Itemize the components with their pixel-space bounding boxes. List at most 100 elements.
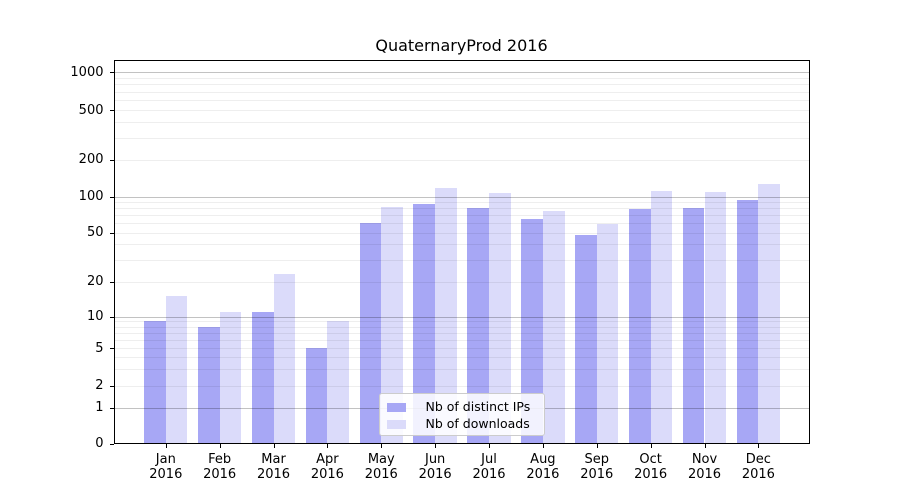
gridline: [113, 244, 810, 246]
bar-distinct-ips: [359, 223, 382, 444]
gridline: [113, 326, 810, 328]
y-tick-mark: [109, 407, 114, 409]
gridline: [113, 91, 810, 93]
gridline: [113, 201, 810, 203]
bar-distinct-ips: [575, 234, 597, 444]
y-tick-label: 5: [95, 340, 104, 356]
y-tick-mark: [109, 72, 114, 73]
gridline: [113, 259, 810, 261]
x-tick-label: Dec 2016: [741, 451, 775, 482]
bar-downloads: [596, 223, 619, 444]
x-tick-label: Jan 2016: [149, 451, 183, 482]
gridline: [113, 137, 810, 139]
gridline: [113, 281, 810, 283]
gridline: [113, 348, 810, 350]
bar-downloads: [542, 211, 565, 444]
y-tick-label: 500: [78, 102, 104, 118]
x-tick-mark: [704, 443, 706, 448]
bar-distinct-ips: [144, 321, 166, 444]
gridline: [113, 321, 810, 323]
bar-downloads: [219, 311, 242, 444]
bar-downloads: [327, 321, 350, 444]
y-tick-label: 10: [86, 309, 104, 324]
x-tick-mark: [219, 443, 221, 448]
bar-distinct-ips: [682, 208, 705, 444]
gridline: [113, 159, 810, 161]
bar-distinct-ips: [251, 311, 274, 444]
gridline: [113, 84, 810, 86]
y-tick-mark: [109, 110, 114, 111]
bar-distinct-ips: [628, 208, 651, 444]
gridline: [113, 385, 810, 387]
y-tick-mark: [109, 385, 114, 387]
bar-distinct-ips: [197, 326, 220, 444]
x-tick-label: Oct 2016: [634, 451, 668, 482]
x-tick-label: Feb 2016: [203, 451, 237, 482]
bar-distinct-ips: [413, 204, 436, 444]
y-tick-label: 1: [95, 400, 104, 415]
gridline: [113, 77, 810, 79]
gridline: [113, 196, 810, 198]
gridline: [113, 316, 810, 318]
bar-downloads: [273, 274, 296, 444]
plot-area: [113, 60, 810, 444]
gridline: [113, 215, 810, 217]
y-tick-label: 100: [78, 189, 104, 204]
bar-downloads: [381, 207, 403, 444]
legend-entry: Nb of distinct IPs: [386, 399, 537, 416]
gridline: [113, 72, 810, 73]
y-tick-label: 2: [95, 378, 104, 393]
gridline: [113, 208, 810, 210]
x-tick-label: Aug 2016: [526, 451, 560, 482]
legend-swatch-distinct-ips: [386, 402, 406, 412]
x-tick-mark: [650, 443, 652, 448]
legend-entry: Nb of downloads: [386, 416, 537, 433]
bar-downloads: [435, 187, 457, 444]
gridline: [113, 332, 810, 334]
x-tick-mark: [381, 443, 383, 448]
x-tick-label: Mar 2016: [256, 451, 291, 482]
bar-distinct-ips: [521, 218, 543, 444]
legend-label: Nb of downloads: [425, 416, 530, 431]
x-tick-label: Jun 2016: [418, 451, 452, 482]
x-tick-mark: [435, 443, 437, 448]
gridline: [113, 369, 810, 371]
x-tick-label: Jul 2016: [472, 451, 506, 482]
x-tick-label: Sep 2016: [580, 451, 614, 482]
y-tick-label: 1000: [70, 64, 104, 80]
legend: Nb of distinct IPs Nb of downloads: [378, 392, 545, 436]
x-tick-mark: [758, 443, 760, 448]
y-tick-label: 200: [78, 152, 104, 168]
y-tick-label: 20: [86, 274, 104, 289]
gridline: [113, 357, 810, 359]
bar-distinct-ips: [467, 208, 489, 444]
y-tick-mark: [109, 232, 114, 234]
y-tick-mark: [109, 159, 114, 161]
bar-distinct-ips: [305, 348, 328, 444]
x-tick-mark: [542, 443, 544, 448]
x-tick-label: Apr 2016: [310, 451, 344, 482]
x-tick-mark: [327, 443, 329, 448]
bar-downloads: [758, 184, 781, 444]
y-tick-mark: [109, 348, 114, 350]
x-tick-label: Nov 2016: [687, 451, 722, 482]
x-tick-mark: [165, 443, 167, 448]
bar-distinct-ips: [736, 199, 759, 444]
bar-downloads: [489, 193, 511, 444]
bar-downloads: [650, 191, 673, 444]
x-tick-mark: [489, 443, 491, 448]
gridline: [113, 223, 810, 225]
y-tick-mark: [109, 281, 114, 283]
bar-downloads: [165, 296, 188, 444]
legend-label: Nb of distinct IPs: [425, 399, 531, 414]
gridline: [113, 110, 810, 111]
gridline: [113, 232, 810, 234]
y-tick-mark: [109, 443, 114, 445]
gridline: [113, 100, 810, 101]
x-tick-mark: [273, 443, 275, 448]
x-tick-label: May 2016: [364, 451, 398, 482]
y-tick-mark: [109, 316, 114, 318]
y-tick-mark: [109, 196, 114, 198]
x-tick-mark: [596, 443, 598, 448]
